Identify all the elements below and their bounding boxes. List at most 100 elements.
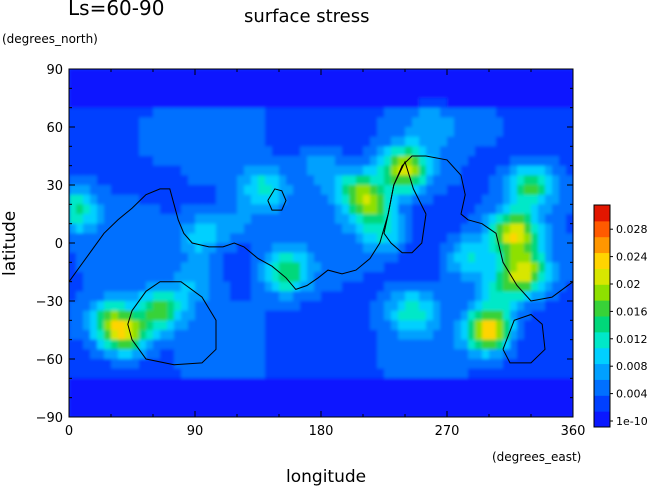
heatmap-cell bbox=[398, 98, 406, 109]
heatmap-cell bbox=[125, 359, 133, 370]
heatmap-cell bbox=[300, 165, 308, 176]
heatmap-cell bbox=[300, 194, 308, 205]
heatmap-cell bbox=[363, 165, 371, 176]
heatmap-cell bbox=[377, 281, 385, 292]
heatmap-cell bbox=[209, 407, 217, 417]
heatmap-cell bbox=[356, 136, 364, 147]
heatmap-cell bbox=[202, 397, 210, 408]
heatmap-cell bbox=[258, 310, 266, 321]
heatmap-cell bbox=[405, 69, 413, 80]
heatmap-cell bbox=[244, 330, 252, 341]
heatmap-cell bbox=[286, 397, 294, 408]
heatmap-cell bbox=[181, 397, 189, 408]
heatmap-cell bbox=[321, 243, 329, 254]
heatmap-cell bbox=[132, 291, 140, 302]
heatmap-cell bbox=[111, 146, 119, 157]
heatmap-cell bbox=[531, 204, 539, 215]
heatmap-cell bbox=[69, 330, 77, 341]
heatmap-cell bbox=[447, 252, 455, 263]
heatmap-cell bbox=[195, 368, 203, 379]
heatmap-cell bbox=[342, 301, 350, 312]
heatmap-cell bbox=[447, 407, 455, 417]
heatmap-cell bbox=[286, 204, 294, 215]
colorbar-swatch bbox=[594, 252, 610, 269]
heatmap-cell bbox=[433, 397, 441, 408]
heatmap-cell bbox=[559, 281, 567, 292]
heatmap-cell bbox=[328, 98, 336, 109]
heatmap-cell bbox=[510, 272, 518, 283]
heatmap-cell bbox=[132, 204, 140, 215]
colorbar-swatch bbox=[594, 379, 610, 396]
heatmap-cell bbox=[104, 156, 112, 167]
heatmap-cell bbox=[370, 243, 378, 254]
heatmap-cell bbox=[510, 281, 518, 292]
heatmap-cell bbox=[97, 117, 105, 128]
heatmap-cell bbox=[174, 291, 182, 302]
heatmap-cell bbox=[391, 330, 399, 341]
heatmap-cell bbox=[216, 359, 224, 370]
heatmap-cell bbox=[461, 156, 469, 167]
heatmap-cell bbox=[503, 165, 511, 176]
heatmap-cell bbox=[104, 98, 112, 109]
heatmap-cell bbox=[209, 262, 217, 273]
heatmap-cell bbox=[202, 339, 210, 350]
colorbar-swatch bbox=[594, 205, 610, 222]
heatmap-cell bbox=[300, 397, 308, 408]
heatmap-cell bbox=[146, 69, 154, 80]
heatmap-cell bbox=[237, 146, 245, 157]
heatmap-cell bbox=[363, 252, 371, 263]
heatmap-cell bbox=[188, 243, 196, 254]
heatmap-cell bbox=[517, 78, 525, 89]
heatmap-cell bbox=[202, 127, 210, 138]
heatmap-cell bbox=[146, 117, 154, 128]
heatmap-cell bbox=[475, 223, 483, 234]
heatmap-cell bbox=[454, 185, 462, 196]
heatmap-cell bbox=[461, 185, 469, 196]
heatmap-cell bbox=[202, 185, 210, 196]
heatmap-cell bbox=[538, 117, 546, 128]
heatmap-cell bbox=[419, 359, 427, 370]
heatmap-cell bbox=[146, 291, 154, 302]
heatmap-cell bbox=[370, 397, 378, 408]
heatmap-cell bbox=[111, 252, 119, 263]
heatmap-cell bbox=[300, 252, 308, 263]
heatmap-cell bbox=[496, 262, 504, 273]
heatmap-cell bbox=[335, 107, 343, 118]
heatmap-cell bbox=[524, 243, 532, 254]
heatmap-cell bbox=[538, 214, 546, 225]
heatmap-cell bbox=[342, 291, 350, 302]
heatmap-cell bbox=[279, 98, 287, 109]
heatmap-cell bbox=[258, 262, 266, 273]
heatmap-cell bbox=[426, 252, 434, 263]
heatmap-cell bbox=[97, 214, 105, 225]
heatmap-cell bbox=[258, 339, 266, 350]
heatmap-cell bbox=[510, 156, 518, 167]
heatmap-cell bbox=[293, 397, 301, 408]
heatmap-cell bbox=[363, 117, 371, 128]
heatmap-cell bbox=[69, 175, 77, 186]
heatmap-cell bbox=[489, 175, 497, 186]
heatmap-cell bbox=[132, 156, 140, 167]
heatmap-cell bbox=[566, 127, 573, 138]
x-tick-label: 360 bbox=[561, 424, 586, 439]
heatmap-cell bbox=[111, 69, 119, 80]
heatmap-cell bbox=[524, 98, 532, 109]
heatmap-cell bbox=[356, 88, 364, 99]
heatmap-cell bbox=[342, 214, 350, 225]
colorbar-swatch bbox=[594, 300, 610, 317]
heatmap-cell bbox=[97, 388, 105, 399]
heatmap-cell bbox=[503, 185, 511, 196]
heatmap-cell bbox=[482, 397, 490, 408]
heatmap-cell bbox=[531, 175, 539, 186]
heatmap-cell bbox=[97, 330, 105, 341]
heatmap-cell bbox=[412, 397, 420, 408]
heatmap-cell bbox=[223, 272, 231, 283]
heatmap-cell bbox=[524, 146, 532, 157]
heatmap-cell bbox=[384, 156, 392, 167]
heatmap-cell bbox=[482, 388, 490, 399]
heatmap-cell bbox=[405, 136, 413, 147]
heatmap-cell bbox=[559, 368, 567, 379]
heatmap-cell bbox=[510, 146, 518, 157]
heatmap-cell bbox=[286, 194, 294, 205]
heatmap-cell bbox=[510, 107, 518, 118]
